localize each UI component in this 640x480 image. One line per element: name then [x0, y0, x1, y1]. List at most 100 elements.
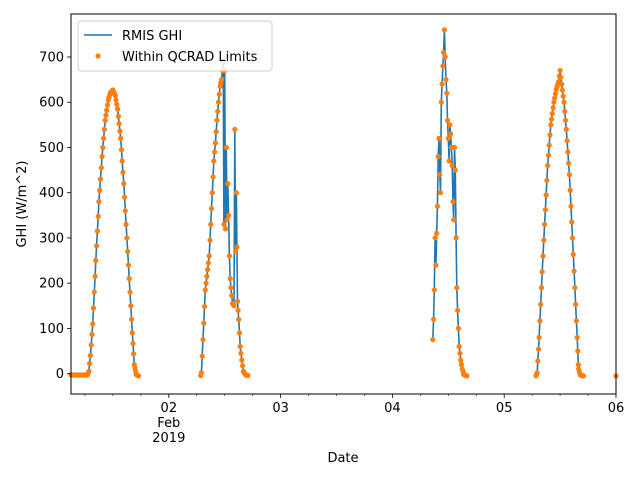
qcrad-point [213, 129, 219, 135]
qcrad-point [458, 357, 464, 363]
qcrad-point [238, 350, 244, 356]
qcrad-point [119, 158, 125, 164]
qcrad-point [233, 248, 239, 255]
qcrad-point [245, 372, 251, 379]
qcrad-point [212, 140, 218, 146]
qcrad-point [449, 162, 455, 169]
qcrad-point [226, 253, 232, 259]
legend-label-within-qcrad: Within QCRAD Limits [122, 50, 258, 65]
qcrad-point [565, 149, 571, 155]
qcrad-point [233, 190, 239, 196]
qcrad-point [542, 221, 548, 227]
qcrad-point [212, 149, 218, 155]
qcrad-point [431, 316, 437, 322]
qcrad-point [445, 135, 451, 141]
qcrad-point [534, 370, 540, 376]
qcrad-point [234, 244, 240, 250]
qcrad-point [545, 162, 551, 169]
qcrad-point [237, 343, 243, 350]
qcrad-point [562, 117, 569, 123]
qcrad-point [538, 301, 544, 307]
qcrad-point [552, 95, 558, 101]
qcrad-point [92, 273, 98, 279]
qcrad-point [87, 360, 93, 367]
qcrad-point [96, 199, 102, 205]
qcrad-point [112, 92, 118, 98]
qcrad-point [435, 153, 441, 160]
qcrad-point [118, 135, 124, 141]
x-axis-label: Date [327, 451, 358, 466]
qcrad-point [543, 192, 549, 198]
qcrad-point [562, 108, 568, 114]
qcrad-point [114, 101, 120, 108]
qcrad-point [203, 280, 209, 286]
x-tick-label: 04 [384, 401, 401, 416]
qcrad-point [450, 199, 456, 205]
qcrad-point [219, 77, 225, 83]
qcrad-point [559, 87, 566, 93]
qcrad-point [90, 321, 96, 327]
qcrad-point [228, 285, 234, 291]
qcrad-point [550, 105, 556, 111]
qcrad-point [229, 293, 235, 299]
qcrad-point [541, 237, 547, 243]
x-tick-sublabel-month: Feb [157, 416, 180, 431]
qcrad-point [464, 373, 470, 379]
qcrad-point [569, 235, 576, 241]
qcrad-point [575, 348, 581, 354]
qcrad-point [128, 303, 134, 309]
qcrad-point [564, 138, 570, 144]
qcrad-point [216, 91, 222, 97]
qcrad-point [101, 126, 107, 132]
qcrad-point [239, 357, 245, 363]
qcrad-point [430, 337, 436, 343]
qcrad-point [571, 268, 577, 274]
qcrad-point [558, 74, 564, 80]
qcrad-point [202, 287, 208, 293]
qcrad-point [104, 107, 110, 113]
qcrad-point [458, 362, 465, 368]
qcrad-point [125, 248, 131, 255]
plot-frame [70, 13, 617, 395]
qcrad-point [454, 285, 460, 291]
qcrad-point [569, 219, 575, 225]
qcrad-point [446, 158, 452, 164]
series-layer [68, 27, 619, 379]
qcrad-point [438, 99, 444, 105]
qcrad-point [535, 346, 542, 352]
qcrad-point [542, 207, 549, 213]
qcrad-point [205, 267, 211, 273]
qcrad-point [232, 126, 238, 132]
qcrad-point [222, 226, 229, 232]
qcrad-point [198, 370, 204, 376]
qcrad-point [537, 318, 543, 324]
qcrad-point [223, 144, 229, 151]
qcrad-point [559, 81, 565, 87]
qcrad-point [201, 303, 208, 310]
qcrad-point [236, 316, 242, 322]
qcrad-point [97, 176, 104, 182]
qcrad-point [560, 93, 566, 99]
y-tick-label: 200 [39, 277, 64, 292]
qcrad-point [113, 97, 119, 103]
qcrad-point [540, 253, 546, 259]
legend: RMIS GHI Within QCRAD Limits [77, 20, 273, 72]
qcrad-point [124, 235, 130, 241]
qcrad-point [561, 99, 567, 105]
qcrad-point [545, 152, 552, 158]
qcrad-point [453, 235, 459, 241]
qcrad-point [117, 128, 123, 134]
qcrad-point [566, 160, 572, 166]
qcrad-point [135, 373, 142, 379]
qcrad-point [215, 99, 222, 105]
qcrad-point [557, 67, 563, 74]
qcrad-point [552, 91, 559, 97]
x-tick-label: 06 [608, 401, 625, 416]
qcrad-point [130, 340, 136, 347]
qcrad-point [441, 27, 447, 33]
qcrad-point [210, 174, 216, 180]
y-axis: 0 100 200 300 400 500 600 700 [39, 50, 71, 382]
qcrad-point [120, 169, 126, 175]
qcrad-point [539, 269, 545, 275]
qcrad-point [452, 167, 458, 173]
